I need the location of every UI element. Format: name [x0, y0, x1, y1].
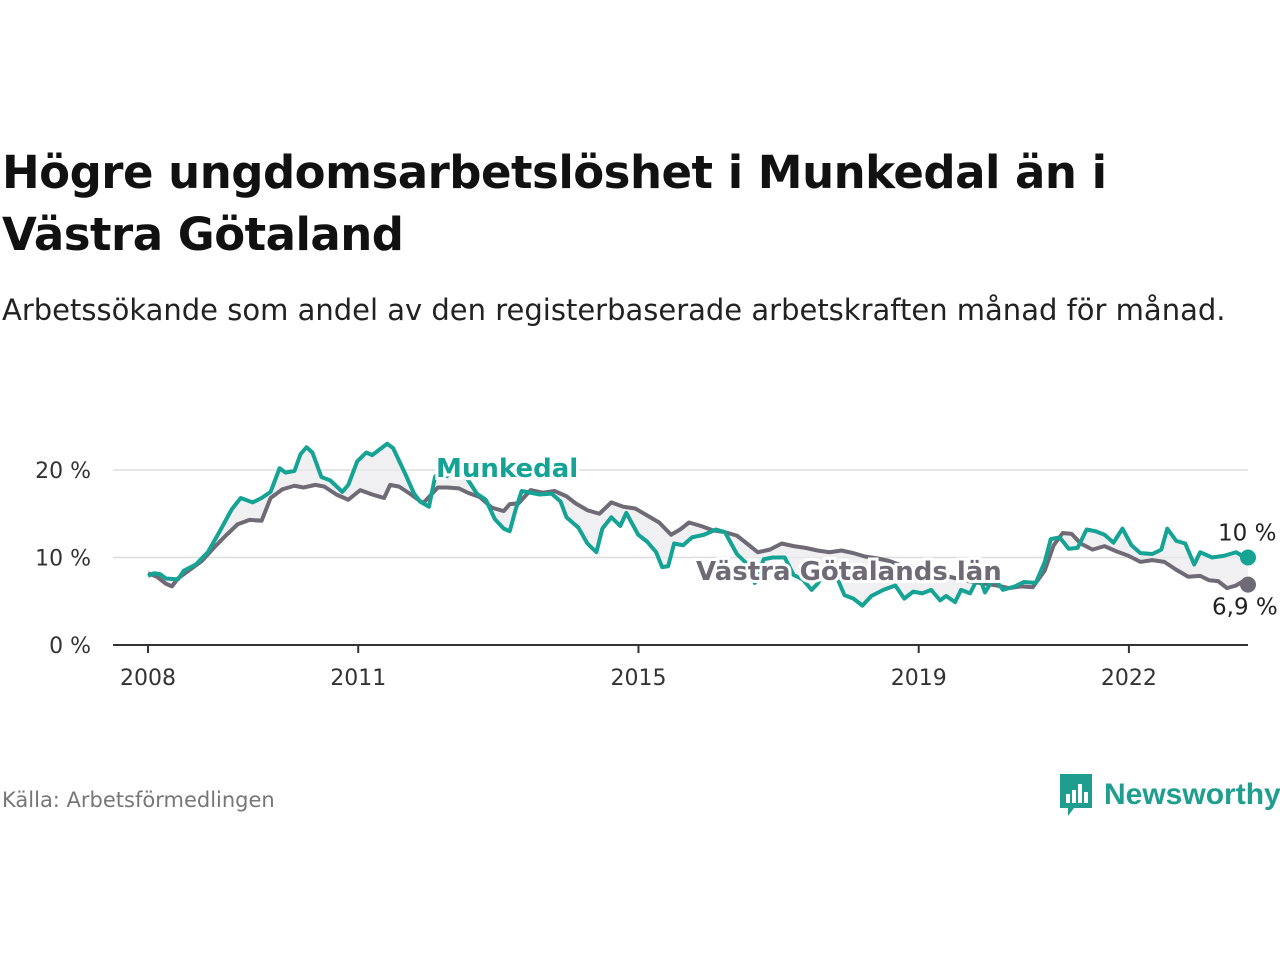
end-label-vastra-gotalands-lan: 6,9 % — [1212, 595, 1278, 621]
end-label-munkedal: 10 % — [1218, 521, 1276, 547]
newsworthy-logo-icon — [1060, 774, 1092, 816]
x-tick-label: 2022 — [1101, 666, 1157, 691]
series-line-vastra-gotalands-lan — [147, 482, 1249, 591]
y-tick-label: 10 % — [35, 547, 91, 572]
source-note: Källa: Arbetsförmedlingen — [2, 788, 275, 812]
chart-subtitle: Arbetssökande som andel av den registerb… — [2, 293, 1226, 327]
series-label-munkedal: Munkedal — [436, 454, 578, 484]
series-line-munkedal — [147, 441, 1249, 608]
newsworthy-logo: Newsworthy — [1058, 772, 1280, 818]
brand-name: Newsworthy — [1104, 778, 1280, 811]
line-chart: 0 % 10 % 20 % 2008 2011 2015 2019 2022 10 % 6,9 %… — [35, 441, 1278, 691]
x-tick-label: 2008 — [120, 666, 176, 691]
end-point-munkedal — [1240, 549, 1256, 566]
x-tick-label: 2011 — [330, 666, 386, 691]
chart-title: Högre ungdomsarbetslöshet i Munkedal än … — [2, 146, 1107, 261]
x-tick-label: 2019 — [891, 666, 947, 691]
y-tick-label: 20 % — [35, 459, 91, 484]
y-tick-label: 0 % — [49, 634, 91, 659]
end-point-vastra-gotalands-lan — [1240, 576, 1256, 593]
x-tick-label: 2015 — [610, 666, 666, 691]
series-label-vastra-gotalands-lan: Västra Götalands län — [696, 557, 1002, 587]
